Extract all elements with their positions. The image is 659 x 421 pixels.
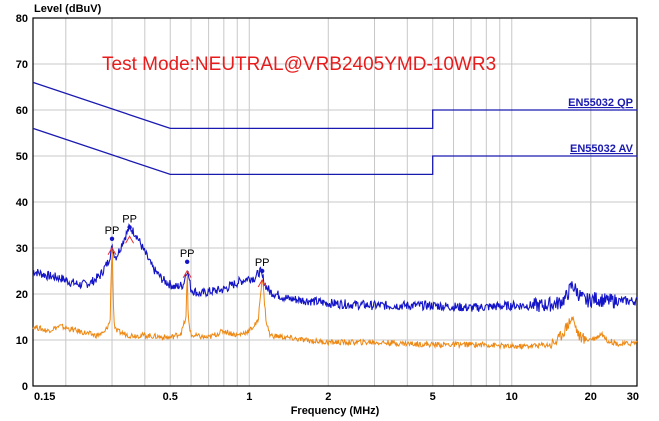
series-peak-trace bbox=[32, 223, 638, 313]
y-tick-label: 60 bbox=[16, 105, 28, 117]
y-tick-label: 70 bbox=[16, 59, 28, 71]
limit-label-av: EN55032 AV bbox=[570, 143, 634, 155]
limit-line-qp bbox=[32, 81, 637, 130]
x-tick-label: 1 bbox=[246, 391, 252, 403]
series-average-trace bbox=[32, 250, 638, 350]
peak-marker-4 bbox=[259, 268, 265, 274]
x-tick-label: 10 bbox=[506, 391, 518, 403]
peak-marker-2 bbox=[127, 225, 132, 230]
peak-marker-arrow bbox=[182, 269, 192, 279]
peak-marker-arrow bbox=[125, 235, 135, 244]
y-tick-label: 30 bbox=[16, 243, 28, 255]
y-tick-label: 0 bbox=[22, 381, 28, 393]
y-tick-labels: 0 10 20 30 40 50 60 70 80 bbox=[16, 13, 28, 393]
x-tick-label: 0.5 bbox=[163, 391, 178, 403]
peak-marker-label: PP bbox=[255, 257, 270, 269]
x-tick-label: 30 bbox=[627, 391, 639, 403]
y-tick-label: 10 bbox=[16, 335, 28, 347]
peak-marker-label: PP bbox=[122, 213, 137, 225]
peak-marker-label: PP bbox=[105, 225, 120, 237]
x-tick-label: 20 bbox=[585, 391, 597, 403]
y-tick-label: 40 bbox=[16, 197, 28, 209]
limit-label-qp: EN55032 QP bbox=[568, 97, 633, 109]
grid-lines bbox=[33, 18, 637, 386]
x-tick-label: 5 bbox=[430, 391, 436, 403]
measurement-series bbox=[32, 223, 638, 350]
limit-line-av bbox=[32, 127, 637, 176]
y-tick-label: 50 bbox=[16, 151, 28, 163]
peak-marker-arrow bbox=[107, 246, 117, 256]
x-tick-label: 0.15 bbox=[34, 391, 55, 403]
y-tick-label: 20 bbox=[16, 289, 28, 301]
x-tick-label: 2 bbox=[325, 391, 331, 403]
peak-marker-arrow bbox=[257, 278, 267, 288]
y-axis-title: Level (dBuV) bbox=[34, 3, 102, 15]
x-axis-title: Frequency (MHz) bbox=[291, 405, 380, 417]
x-tick-labels: 0.15 0.5 1 2 5 10 20 30 bbox=[34, 391, 639, 403]
plot-frame bbox=[32, 17, 638, 387]
peak-marker-label: PP bbox=[180, 248, 195, 260]
test-mode-title: Test Mode:NEUTRAL@VRB2405YMD-10WR3 bbox=[102, 54, 496, 75]
limit-line-labels: EN55032 QP EN55032 AV bbox=[568, 97, 633, 155]
limit-lines bbox=[32, 81, 637, 176]
peak-marker-1 bbox=[109, 236, 115, 241]
peak-marker-3 bbox=[184, 259, 190, 264]
y-tick-label: 80 bbox=[16, 13, 28, 25]
